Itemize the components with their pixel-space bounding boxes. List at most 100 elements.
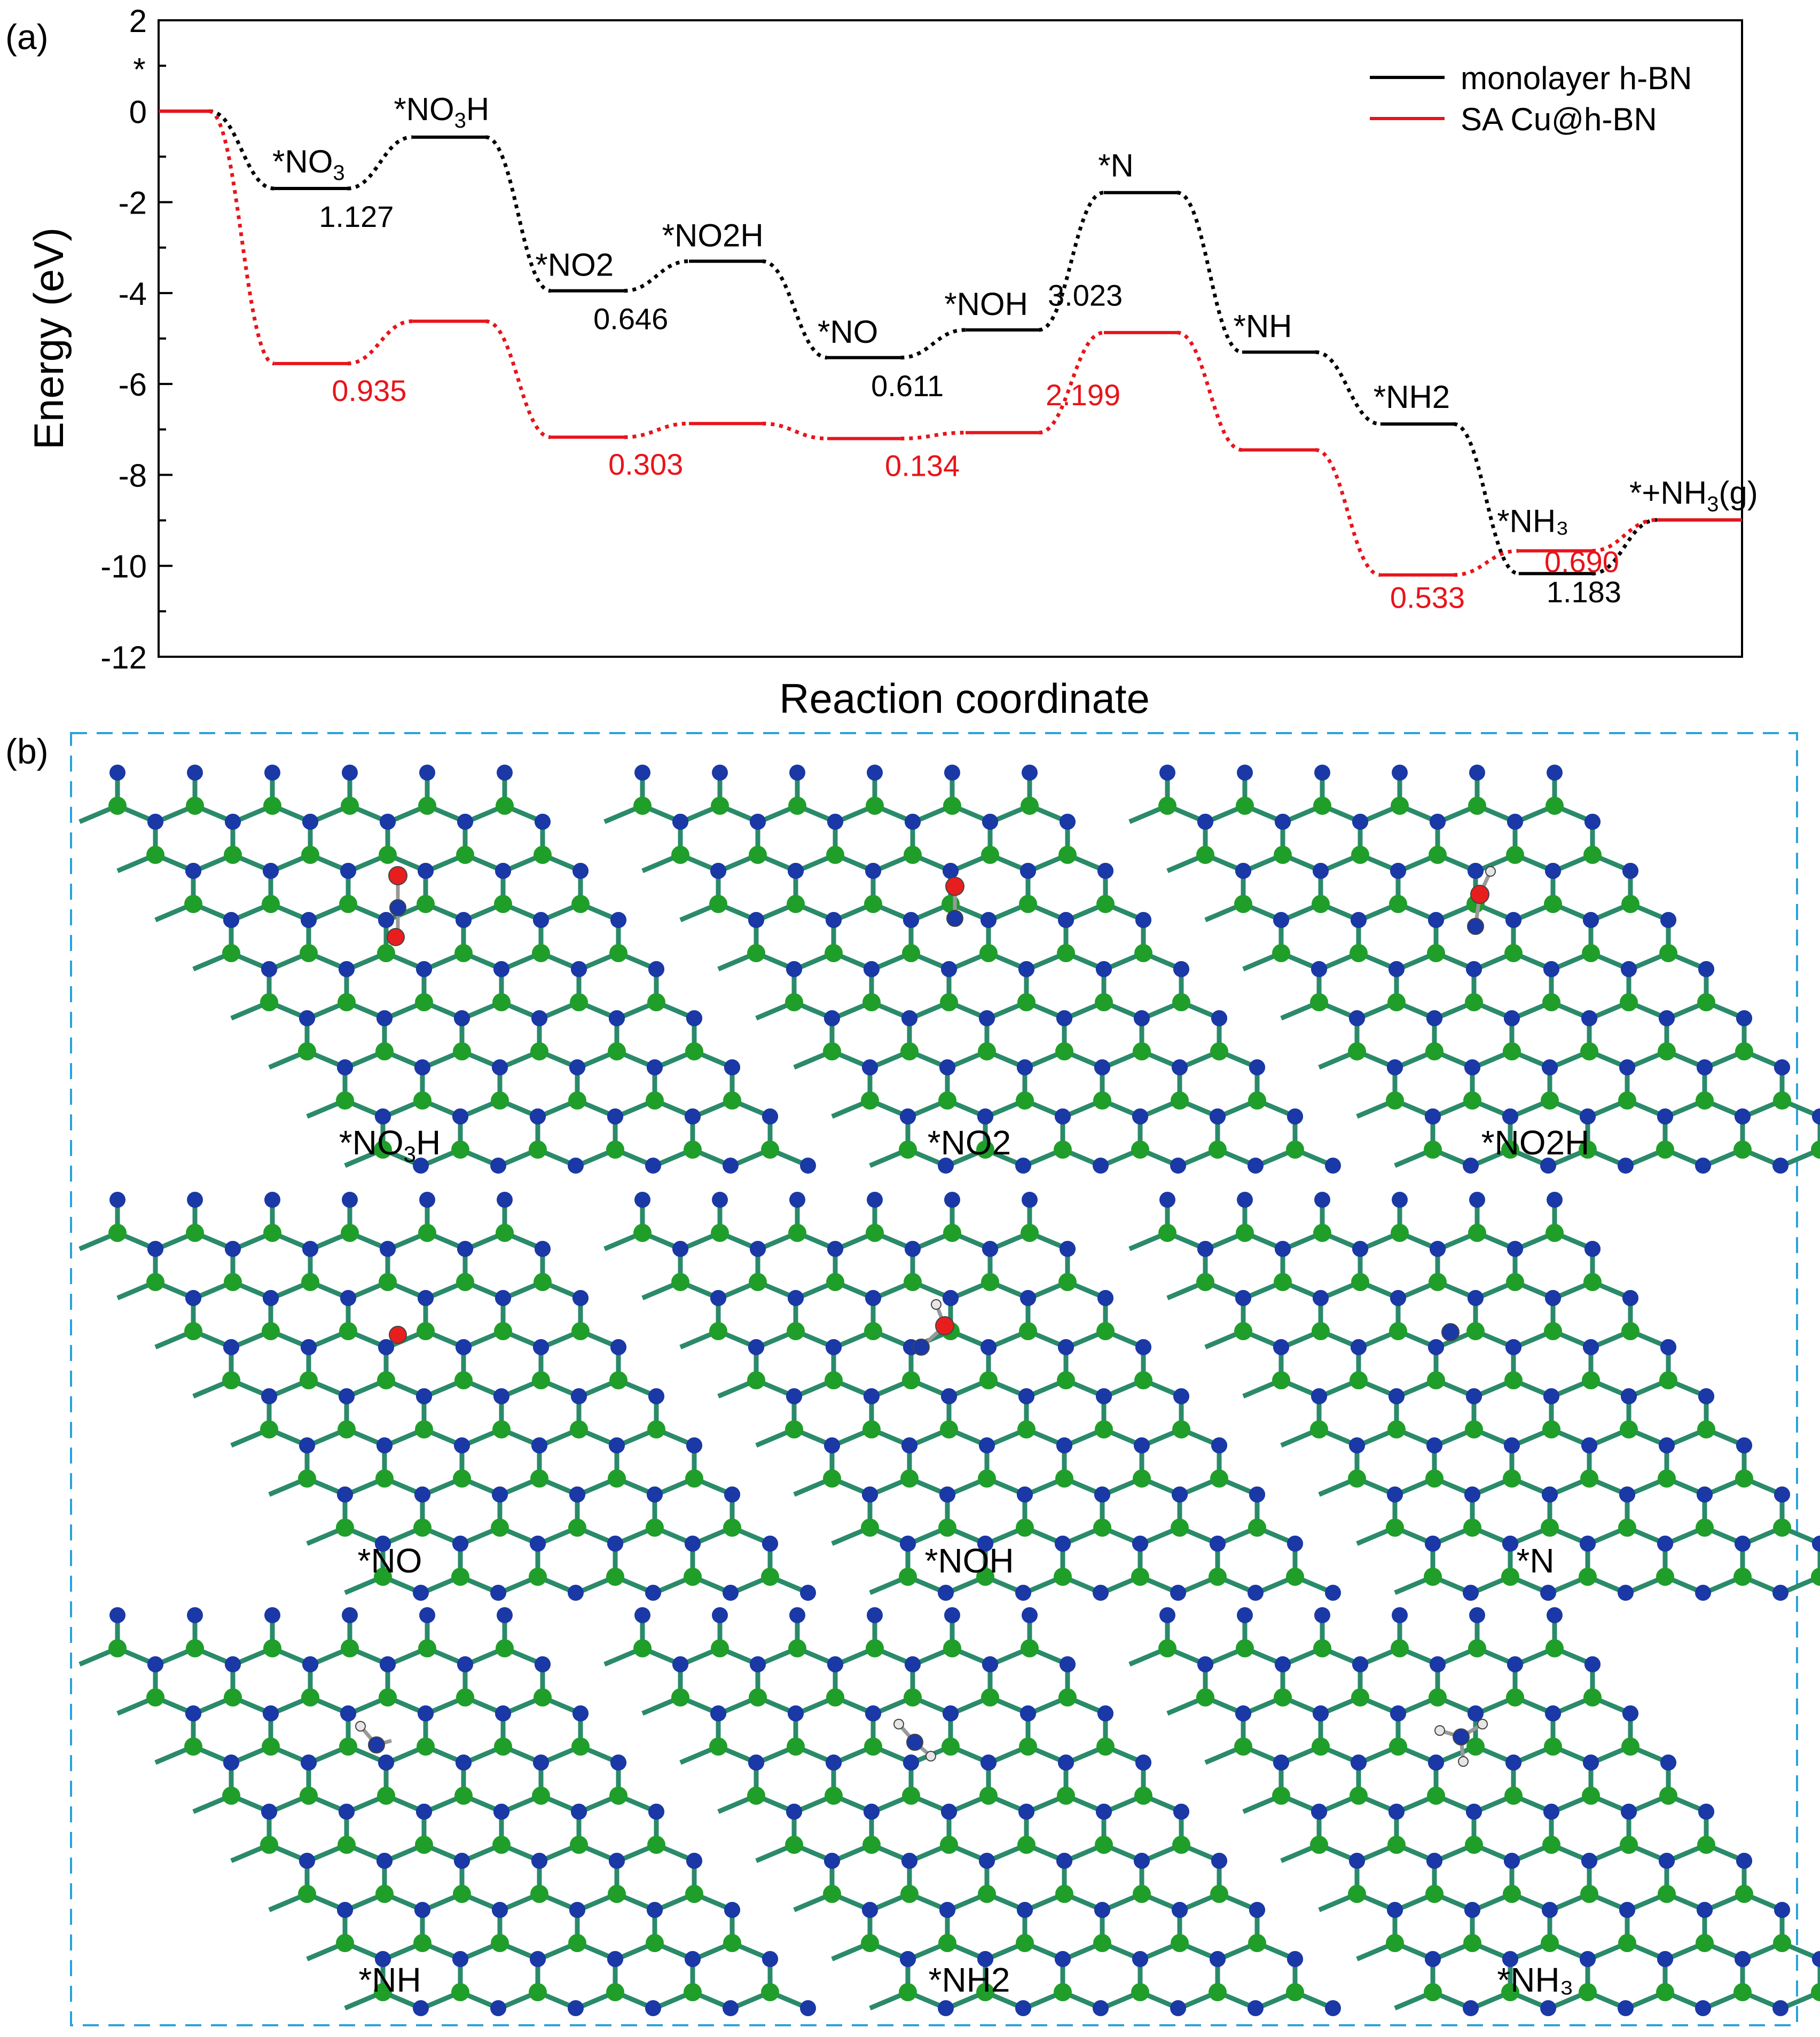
nitrogen-atom	[225, 814, 241, 830]
boron-atom	[1546, 1224, 1564, 1242]
boron-atom	[1350, 1371, 1368, 1389]
boron-atom	[1286, 1983, 1304, 2001]
nitrogen-atom	[571, 1804, 587, 1820]
boron-atom	[787, 895, 805, 913]
nitrogen-atom	[1015, 1585, 1031, 1601]
boron-atom	[1387, 993, 1406, 1011]
nitrogen-atom	[1698, 1804, 1714, 1820]
nitrogen-atom	[724, 1487, 740, 1503]
nitrogen-atom	[535, 1656, 551, 1672]
boron-atom	[1463, 1934, 1481, 1952]
nitrogen-atom	[414, 1902, 430, 1918]
nitrogen-atom	[1173, 1388, 1189, 1404]
boron-atom	[633, 797, 652, 815]
y-tick-label: -12	[100, 640, 147, 675]
boron-atom	[1659, 1371, 1677, 1389]
boron-atom	[1735, 1885, 1753, 1903]
nitrogen-atom	[939, 1487, 955, 1503]
nitrogen-atom	[1055, 1536, 1071, 1552]
boron-atom	[1236, 1639, 1254, 1657]
boron-atom	[300, 1371, 318, 1389]
boron-atom	[1131, 1983, 1149, 2001]
nitrogen-atom	[1058, 1339, 1074, 1355]
boron-atom	[1021, 797, 1039, 815]
connector-cu-3	[624, 421, 689, 439]
nitrogen-atom	[380, 814, 396, 830]
step-label-1: *NO3	[272, 144, 345, 185]
boron-atom	[1196, 1273, 1214, 1291]
nitrogen-atom	[1698, 961, 1714, 977]
step-label-11: *+NH3(g)	[1629, 475, 1758, 516]
boron-atom	[1733, 1141, 1752, 1159]
boron-atom	[1468, 1224, 1486, 1242]
nitrogen-atom	[1581, 1853, 1597, 1869]
nitrogen-atom	[647, 1902, 663, 1918]
nitrogen-atom	[571, 961, 587, 977]
boron-atom	[341, 1224, 359, 1242]
nitrogen-atom	[1774, 1902, 1790, 1918]
boron-atom	[978, 1885, 996, 1903]
nitrogen-atom	[1502, 1951, 1518, 1967]
nitrogen-atom	[1392, 1607, 1408, 1623]
nitrogen-atom	[1325, 1585, 1341, 1601]
nitrogen-atom	[1505, 1339, 1521, 1355]
nitrogen-atom	[939, 1059, 955, 1075]
nitrogen-atom	[1426, 1853, 1442, 1869]
boron-atom	[413, 1934, 432, 1952]
nitrogen-atom	[1387, 1059, 1403, 1075]
hbn-atoms	[108, 1607, 816, 2016]
nitrogen-atom	[1325, 2000, 1341, 2016]
boron-atom	[1350, 944, 1368, 962]
nitrogen-atom	[865, 863, 881, 879]
boron-atom	[1733, 1568, 1752, 1586]
nitrogen-atom	[568, 1585, 584, 1601]
nitrogen-atom	[645, 1158, 661, 1174]
boron-atom	[492, 1420, 511, 1438]
structure-label-3: *NO	[358, 1541, 422, 1580]
boron-atom	[108, 797, 127, 815]
connector-hbn-8	[1315, 350, 1381, 426]
connector-hbn-0	[209, 109, 274, 191]
nitrogen-atom	[1314, 765, 1330, 781]
nitrogen-atom	[1015, 2000, 1031, 2016]
nitrogen-atom	[1172, 1902, 1188, 1918]
nitrogen-atom	[938, 1585, 954, 1601]
hydrogen-atom	[1458, 1756, 1469, 1767]
boron-atom	[224, 1273, 242, 1291]
nitrogen-atom	[1237, 765, 1253, 781]
nitrogen-atom	[185, 1290, 201, 1306]
structure-label-5: *N	[1516, 1541, 1554, 1580]
nitrogen-atom	[1275, 1241, 1291, 1257]
boron-atom	[413, 1091, 432, 1110]
boron-atom	[1541, 1934, 1559, 1952]
nitrogen-atom	[414, 1059, 430, 1075]
barrier-label-cu-3: 0.303	[608, 447, 683, 481]
nitrogen-atom	[1660, 1339, 1676, 1355]
nitrogen-atom	[456, 1339, 472, 1355]
nitrogen-atom	[1430, 1241, 1446, 1257]
boron-atom	[1272, 944, 1290, 962]
boron-atom	[943, 1639, 961, 1657]
panel-b-label: (b)	[5, 732, 49, 771]
nitrogen-atom	[1060, 814, 1076, 830]
structure-0: *NO3H	[79, 765, 816, 1174]
nitrogen-atom	[788, 1705, 804, 1721]
boron-atom	[899, 1141, 917, 1159]
connector-cu-2	[485, 319, 551, 439]
nitrogen-atom	[340, 863, 356, 879]
boron-atom	[1172, 1836, 1190, 1854]
boron-atom	[108, 1224, 127, 1242]
nitrogen-atom	[1441, 1323, 1460, 1341]
nitrogen-atom	[1540, 2000, 1556, 2016]
boron-atom	[1579, 1568, 1597, 1586]
nitrogen-atom	[1134, 1437, 1150, 1453]
boron-atom	[454, 1787, 473, 1805]
nitrogen-atom	[1173, 961, 1189, 977]
nitrogen-atom	[905, 1241, 921, 1257]
barrier-label-cu-5: 0.134	[885, 449, 960, 482]
nitrogen-atom	[685, 1951, 701, 1967]
nitrogen-atom	[1463, 2000, 1479, 2016]
boron-atom	[1310, 993, 1328, 1011]
nitrogen-atom	[368, 1736, 385, 1753]
nitrogen-atom	[941, 961, 957, 977]
